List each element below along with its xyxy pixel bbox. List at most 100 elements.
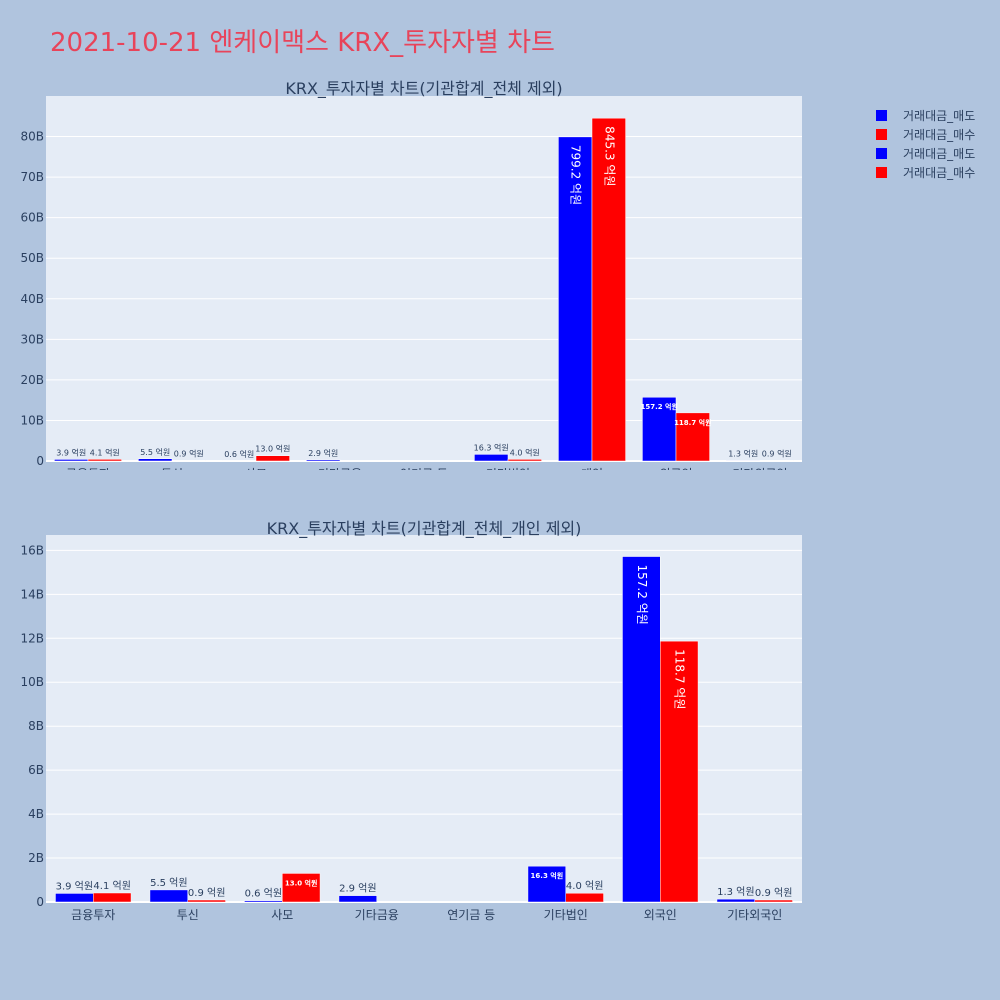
- x-tick-label: 금융투자: [71, 908, 115, 922]
- data-label: 2.9 억원: [339, 883, 376, 895]
- x-tick-label: 외국인: [644, 908, 677, 922]
- data-label: 845.3 억원: [602, 126, 616, 186]
- x-tick-label: 연기금 등: [400, 467, 448, 470]
- data-label: 16.3 억원: [474, 442, 509, 452]
- data-label: 13.0 억원: [255, 444, 290, 454]
- bar: [55, 893, 94, 903]
- legend-label: 거래대금_매도: [903, 147, 976, 161]
- data-label: 2.9 억원: [308, 448, 338, 458]
- data-label: 1.3 억원: [717, 886, 754, 898]
- bar: [255, 455, 290, 462]
- y-tick-label: 0: [36, 454, 44, 468]
- x-tick-label: 개인: [581, 467, 603, 470]
- y-tick-label: 0: [36, 895, 44, 909]
- y-tick-label: 8B: [28, 719, 44, 733]
- x-tick-label: 투신: [177, 908, 199, 922]
- x-tick-label: 기타법인: [486, 467, 530, 470]
- bar: [93, 892, 132, 903]
- legend-item[interactable]: 거래대금_매도: [876, 144, 975, 163]
- y-tick-label: 6B: [28, 763, 44, 777]
- data-label: 4.0 억원: [510, 447, 540, 457]
- data-label: 5.5 억원: [150, 877, 187, 889]
- x-tick-label: 사모: [271, 908, 293, 922]
- bar: [87, 459, 122, 462]
- bar: [282, 873, 321, 903]
- chart-title: KRX_투자자별 차트(기관합계_전체 제외): [285, 79, 562, 99]
- y-tick-label: 4B: [28, 807, 44, 821]
- bar: [716, 898, 756, 903]
- legend-item[interactable]: 거래대금_매도: [876, 106, 975, 125]
- bar: [338, 895, 378, 903]
- y-tick-label: 10B: [20, 413, 44, 427]
- data-label: 157.2 억원: [635, 565, 649, 625]
- x-tick-label: 금융투자: [66, 467, 110, 470]
- bar: [306, 459, 341, 462]
- y-tick-label: 2B: [28, 851, 44, 865]
- data-label: 13.0 억원: [285, 878, 318, 887]
- y-tick-label: 50B: [20, 251, 44, 265]
- plot-area: [46, 96, 802, 461]
- bar: [527, 865, 567, 903]
- x-tick-label: 기타법인: [544, 908, 588, 922]
- data-label: 4.0 억원: [566, 880, 603, 892]
- legend-label: 거래대금_매수: [903, 166, 976, 180]
- x-tick-label: 연기금 등: [447, 908, 495, 922]
- y-tick-label: 70B: [20, 170, 44, 184]
- data-label: 118.7 억원: [674, 418, 711, 427]
- bar: [54, 459, 89, 462]
- data-label: 157.2 억원: [640, 402, 677, 411]
- data-label: 0.9 억원: [188, 887, 225, 899]
- x-tick-label: 기타금융: [318, 467, 362, 470]
- y-tick-label: 20B: [20, 373, 44, 387]
- bottom-bar-chart: 0 2B 4B 6B 8B 10B 12B 14B 16B KRX_투자자별 차트(기관합계_전체…: [20, 519, 802, 922]
- legend-swatch: [876, 110, 887, 121]
- legend-swatch: [876, 129, 887, 140]
- bar: [675, 412, 710, 462]
- data-label: 118.7 억원: [673, 649, 687, 709]
- data-label: 5.5 억원: [140, 447, 170, 457]
- x-tick-label: 기타외국인: [732, 467, 787, 470]
- data-label: 0.9 억원: [762, 449, 792, 459]
- bar: [187, 899, 226, 903]
- x-tick-label: 기타외국인: [727, 908, 782, 922]
- bar: [660, 640, 699, 903]
- page-title: 2021-10-21 엔케이맥스 KRX_투자자별 차트: [50, 28, 555, 58]
- legend-swatch: [876, 148, 887, 159]
- data-label: 3.9 억원: [56, 447, 86, 457]
- legend-label: 거래대금_매수: [903, 128, 976, 142]
- data-label: 4.1 억원: [90, 447, 120, 457]
- data-label: 0.6 억원: [245, 888, 282, 900]
- chart-title: KRX_투자자별 차트(기관합계_전체_개인 제외): [267, 519, 582, 539]
- legend: 거래대금_매도 거래대금_매수 거래대금_매도 거래대금_매수: [876, 106, 975, 182]
- data-label: 799.2 억원: [569, 145, 583, 205]
- y-tick-label: 80B: [20, 130, 44, 144]
- bar: [244, 900, 283, 903]
- y-tick-label: 12B: [20, 631, 44, 645]
- data-label: 0.9 억원: [755, 887, 792, 899]
- y-tick-label: 10B: [20, 675, 44, 689]
- bar: [642, 396, 677, 462]
- y-tick-label: 40B: [20, 292, 44, 306]
- x-tick-label: 기타금융: [355, 908, 399, 922]
- bar: [591, 117, 626, 462]
- legend-swatch: [876, 167, 887, 178]
- data-label: 0.9 억원: [174, 449, 204, 459]
- data-label: 1.3 억원: [728, 448, 758, 458]
- data-label: 4.1 억원: [93, 880, 130, 892]
- bar: [507, 459, 542, 462]
- bar: [149, 889, 188, 903]
- x-tick-label: 외국인: [659, 467, 692, 470]
- legend-item[interactable]: 거래대금_매수: [876, 125, 975, 144]
- bar: [474, 454, 509, 462]
- data-label: 3.9 억원: [56, 880, 93, 892]
- data-label: 16.3 억원: [531, 871, 564, 880]
- y-tick-label: 30B: [20, 332, 44, 346]
- bar: [138, 458, 173, 462]
- bar: [726, 460, 761, 462]
- legend-item[interactable]: 거래대금_매수: [876, 163, 975, 182]
- legend-label: 거래대금_매도: [903, 109, 976, 123]
- x-tick-label: 사모: [245, 467, 267, 470]
- x-tick-label: 투신: [161, 467, 183, 470]
- bar: [622, 556, 661, 903]
- y-tick-label: 14B: [20, 587, 44, 601]
